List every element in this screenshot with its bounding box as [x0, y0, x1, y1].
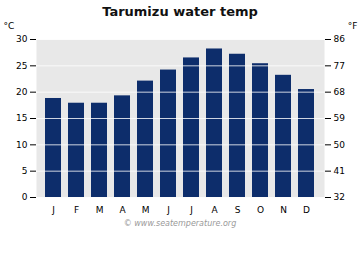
svg-text:32: 32	[334, 192, 345, 202]
svg-text:J: J	[51, 205, 55, 215]
svg-text:30: 30	[16, 34, 28, 44]
svg-text:J: J	[189, 205, 193, 215]
svg-text:25: 25	[16, 61, 27, 71]
svg-text:A: A	[119, 205, 126, 215]
svg-text:5: 5	[22, 166, 28, 176]
svg-text:15: 15	[16, 113, 27, 123]
svg-text:°F: °F	[348, 21, 358, 31]
svg-text:N: N	[280, 205, 287, 215]
svg-text:10: 10	[16, 140, 28, 150]
svg-text:50: 50	[334, 140, 346, 150]
svg-text:77: 77	[334, 61, 345, 71]
svg-text:M: M	[96, 205, 104, 215]
svg-text:O: O	[257, 205, 264, 215]
svg-text:A: A	[211, 205, 218, 215]
html-text:Tarumizu water temp: Tarumizu water temp	[102, 4, 258, 19]
svg-text:68: 68	[334, 87, 346, 97]
svg-text:20: 20	[16, 87, 28, 97]
svg-text:M: M	[142, 205, 150, 215]
svg-text:0: 0	[22, 192, 28, 202]
svg-text:D: D	[303, 205, 310, 215]
svg-text:41: 41	[334, 166, 345, 176]
svg-text:86: 86	[334, 34, 346, 44]
svg-text:S: S	[235, 205, 241, 215]
svg-text:J: J	[166, 205, 170, 215]
svg-text:°C: °C	[4, 21, 15, 31]
svg-text:59: 59	[334, 113, 346, 123]
svg-text:F: F	[74, 205, 79, 215]
html-text:© www.seatemperature.org: © www.seatemperature.org	[123, 219, 237, 228]
